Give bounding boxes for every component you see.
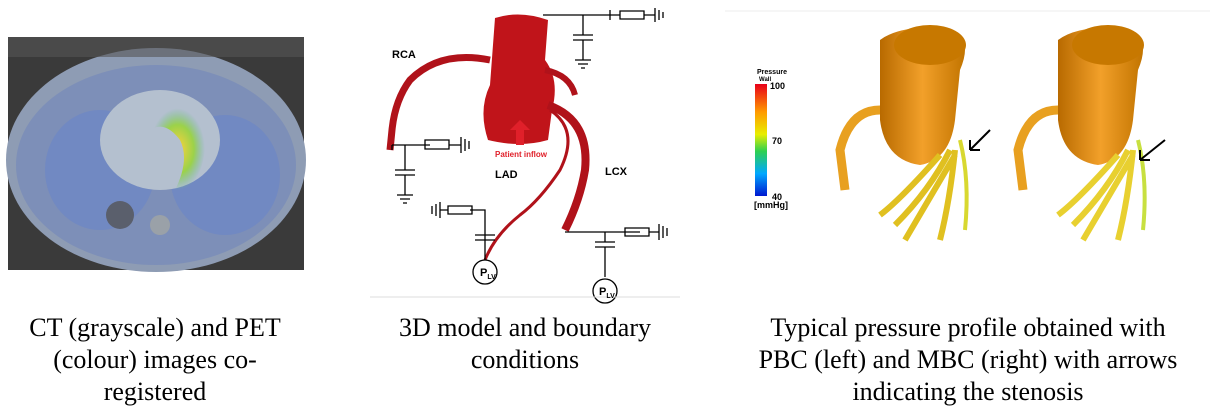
p-main: P	[599, 286, 606, 298]
pressure-node: PLV	[480, 267, 496, 281]
colorbar-title: Wall	[759, 77, 771, 83]
caption-line: indicating the stenosis	[852, 377, 1083, 406]
caption-line: (colour) images co-	[53, 345, 257, 374]
caption-line: registered	[104, 377, 207, 406]
pressure-node: PLV	[599, 286, 615, 300]
caption-line: 3D model and boundary	[399, 313, 651, 342]
colorbar-tick: 70	[772, 136, 782, 146]
vessel-label: LAD	[495, 169, 518, 181]
ct-pet-image	[6, 37, 306, 272]
colorbar-title: Pressure	[757, 69, 787, 76]
caption-line: PBC (left) and MBC (right) with arrows	[759, 345, 1178, 374]
p-main: P	[480, 267, 487, 279]
vessel-label: LCX	[605, 166, 628, 178]
colorbar-tick: 100	[770, 81, 785, 91]
inflow-label: Patient inflow	[495, 150, 548, 159]
colorbar-unit: [mmHg]	[754, 200, 788, 210]
pressure-image	[725, 10, 1210, 242]
p-sub: LV	[606, 293, 615, 300]
model-diagram	[370, 8, 680, 304]
p-sub: LV	[487, 274, 496, 281]
caption-line: Typical pressure profile obtained with	[770, 313, 1165, 342]
caption-line: CT (grayscale) and PET	[29, 313, 281, 342]
caption-line: conditions	[471, 345, 579, 374]
colorbar-tick: 40	[772, 192, 782, 202]
vessel-label: RCA	[392, 49, 416, 61]
